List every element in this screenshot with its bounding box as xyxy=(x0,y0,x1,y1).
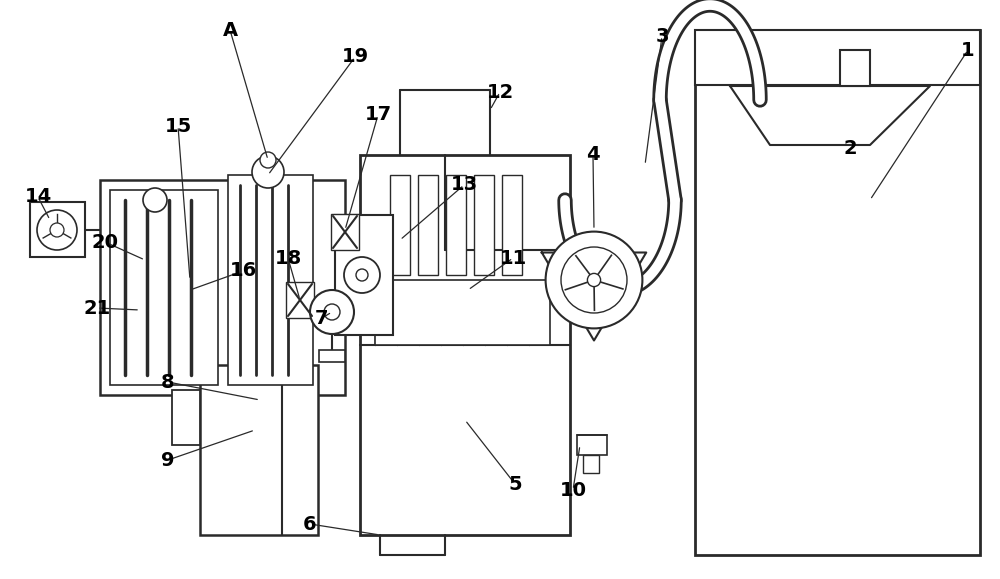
Circle shape xyxy=(310,290,354,334)
Bar xyxy=(577,435,607,455)
Circle shape xyxy=(143,188,167,212)
Text: 12: 12 xyxy=(486,82,514,101)
Circle shape xyxy=(561,247,627,313)
Circle shape xyxy=(252,156,284,188)
Bar xyxy=(331,214,359,250)
Text: 18: 18 xyxy=(274,248,302,267)
Text: 6: 6 xyxy=(303,515,317,533)
Bar xyxy=(502,175,522,275)
Text: 16: 16 xyxy=(229,262,257,280)
Circle shape xyxy=(587,273,601,287)
Bar xyxy=(840,50,870,86)
Circle shape xyxy=(344,257,380,293)
Polygon shape xyxy=(730,86,930,145)
Text: 10: 10 xyxy=(560,481,586,500)
Bar xyxy=(335,215,393,335)
Bar xyxy=(228,175,313,385)
Bar xyxy=(30,202,85,257)
Bar xyxy=(172,390,200,445)
Text: 8: 8 xyxy=(161,372,175,391)
Text: 21: 21 xyxy=(83,299,111,317)
Circle shape xyxy=(260,152,276,168)
Polygon shape xyxy=(542,252,646,340)
Text: 19: 19 xyxy=(341,47,369,67)
Bar xyxy=(375,280,550,345)
Bar xyxy=(583,455,599,473)
Circle shape xyxy=(546,232,642,328)
Text: 1: 1 xyxy=(961,41,975,60)
Bar xyxy=(286,282,314,318)
Text: 2: 2 xyxy=(843,138,857,157)
Text: 7: 7 xyxy=(315,309,329,328)
Bar xyxy=(695,30,980,555)
Bar xyxy=(319,350,345,362)
Text: 20: 20 xyxy=(92,233,119,251)
Text: 14: 14 xyxy=(24,188,52,207)
Text: 13: 13 xyxy=(450,175,478,195)
Bar xyxy=(474,175,494,275)
Text: 11: 11 xyxy=(499,248,527,267)
Circle shape xyxy=(324,304,340,320)
Bar xyxy=(695,30,980,85)
Bar xyxy=(200,365,318,535)
Text: 15: 15 xyxy=(164,116,192,135)
Text: 5: 5 xyxy=(508,475,522,493)
Bar xyxy=(446,175,466,275)
Text: 9: 9 xyxy=(161,450,175,470)
Text: 3: 3 xyxy=(655,27,669,46)
Bar xyxy=(390,175,410,275)
Bar xyxy=(100,180,345,395)
Bar xyxy=(418,175,438,275)
Circle shape xyxy=(50,223,64,237)
Text: 4: 4 xyxy=(586,145,600,164)
Circle shape xyxy=(356,269,368,281)
Text: A: A xyxy=(222,20,238,39)
Bar xyxy=(110,190,218,385)
Text: 17: 17 xyxy=(364,105,392,124)
Circle shape xyxy=(37,210,77,250)
Bar xyxy=(360,155,570,535)
